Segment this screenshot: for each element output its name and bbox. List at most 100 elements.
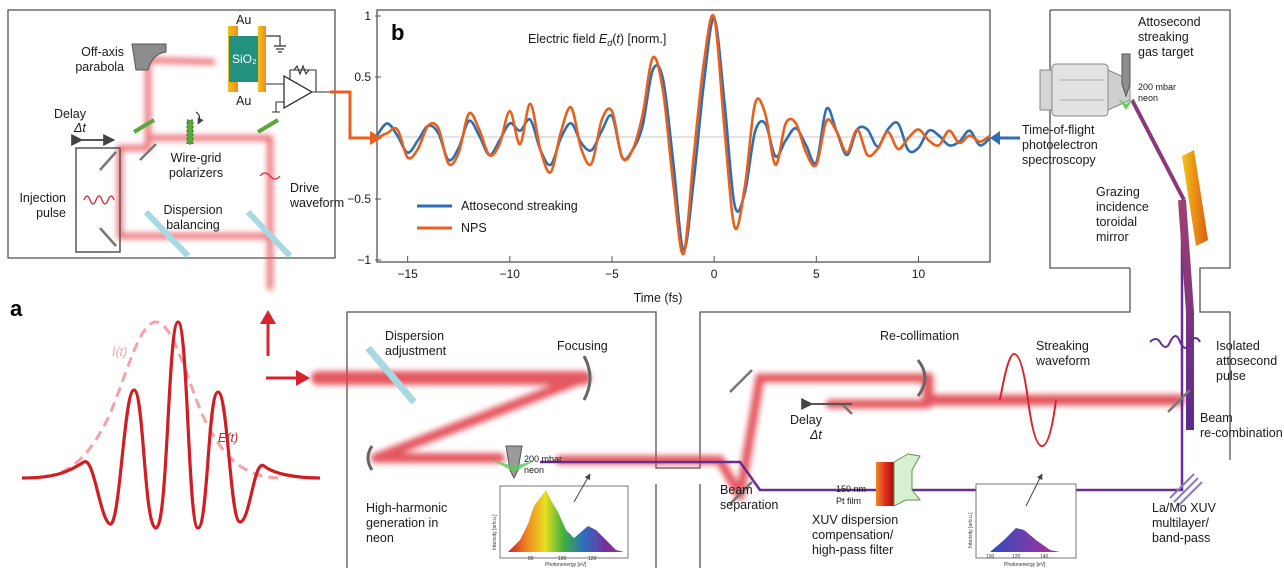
tof-spectrometer	[1039, 63, 1131, 117]
label-delay-2: Delay	[790, 413, 823, 427]
hhg-tick-120: 120	[588, 556, 597, 562]
hhg-spectrum-pointer	[573, 473, 591, 503]
xuv-spectrum-fill	[990, 528, 1060, 552]
label-focusing: Focusing	[557, 339, 608, 353]
series-nps	[376, 13, 991, 256]
off-axis-parabola-mirror	[131, 43, 167, 71]
label-toroidal: Grazing incidence toroidal mirror	[1096, 185, 1149, 244]
hhg-spectrum-xlabel: Photonenergy [eV]	[545, 562, 587, 568]
legend-label-nps: NPS	[461, 221, 487, 235]
transimpedance-amplifier	[283, 74, 314, 110]
label-delay: Delay	[54, 107, 87, 121]
gas-target-nozzle	[1121, 53, 1131, 98]
chart-title: Electric field Ed(t) [norm.]	[528, 32, 666, 48]
feedback-resistor	[293, 64, 310, 76]
tof-arrow-head	[990, 131, 1000, 145]
dielectric-sio2	[229, 36, 262, 82]
label-streaking-waveform: Streaking waveform	[1035, 339, 1090, 368]
label-sio2: SiO₂	[232, 52, 257, 66]
x-tick-label: −10	[500, 267, 521, 281]
hhg-nozzle	[505, 445, 523, 480]
x-tick-label: −5	[605, 267, 619, 281]
dispersion-plate-left	[143, 209, 191, 259]
label-drive-waveform: Drive waveform	[289, 181, 344, 210]
amplifier-wiring	[266, 69, 330, 113]
recollimation-mirror-upper	[729, 369, 753, 393]
label-off-axis-parabola: Off-axis parabola	[75, 45, 124, 74]
beamsplitter-left	[132, 118, 156, 134]
label-beam-separation: Beam separation	[720, 483, 778, 512]
hhg-tick-100: 100	[558, 556, 567, 562]
label-recollimation: Re-collimation	[880, 329, 959, 343]
xuv-tick-140: 140	[1040, 554, 1049, 560]
chart-series	[375, 13, 991, 256]
hhg-return-mirror	[366, 445, 374, 471]
label-dispersion-balancing: Dispersion balancing	[163, 203, 222, 232]
label-target-pressure: 200 mbar neon	[1138, 82, 1176, 103]
beam-separation-mirror	[729, 481, 753, 505]
hhg-plasma	[492, 460, 536, 472]
dispersion-plate-right	[245, 209, 293, 259]
beamline	[311, 53, 1208, 507]
drive-waveform-icon	[259, 172, 281, 180]
recollimation-mirror	[916, 359, 927, 397]
label-au-top: Au	[236, 13, 251, 27]
label-tof: Time-of-flight photoelectron spectroscopy	[1022, 123, 1098, 167]
arrow-right-head	[296, 370, 310, 386]
chart-axes: −15 −10 −5 0 5 10 1 0.5 −0.5 −1	[347, 9, 925, 281]
setup-diagram: Off-axis parabola Au SiO₂ Au Delay Δt Inj…	[19, 13, 344, 290]
electrode-gold-right	[258, 26, 266, 92]
injection-waveform-icon	[83, 195, 115, 205]
recombination-mirror	[1167, 389, 1191, 413]
x-tick-label: 10	[912, 267, 926, 281]
label-isolated-pulse: Isolated attosecond pulse	[1216, 339, 1277, 383]
delay-stage	[75, 147, 121, 253]
field-waveform	[21, 320, 321, 530]
label-injection-pulse: Injection pulse	[19, 191, 66, 220]
y-tick-label: −0.5	[347, 192, 371, 206]
xuv-filter-holder	[893, 453, 922, 507]
hhg-spectrum-ylabel: Intensity [arb.u.]	[492, 514, 498, 550]
pt-film	[876, 462, 894, 506]
wire-grid-polarizer	[186, 119, 194, 145]
xuv-spectrum-inset: Photonenergy [eV] Intensity [arb.u.] 100…	[968, 473, 1077, 568]
label-lamo: La/Mo XUV multilayer/band-pass	[1152, 501, 1217, 545]
panel-label-a: a	[10, 296, 23, 321]
label-gas-target: Attosecond streaking gas target	[1138, 15, 1201, 59]
x-tick-label: 0	[711, 267, 718, 281]
signal-arrow-head	[370, 131, 382, 145]
label-hhg-pressure: 200 mbar neon	[524, 454, 562, 475]
x-tick-label: −15	[397, 267, 418, 281]
label-beam-recombination: Beam re-combination	[1200, 411, 1283, 440]
xuv-tick-120: 120	[1012, 554, 1021, 560]
label-xuv-filter: XUV dispersion compensation/high-pass fil…	[812, 513, 898, 557]
isolated-pulse-icon	[1149, 335, 1201, 349]
setup-box	[7, 9, 336, 259]
mirror-left	[139, 143, 157, 161]
xuv-beam	[540, 200, 1184, 492]
target-interaction-glow	[1118, 98, 1134, 110]
series-attosecond-streaking	[375, 17, 991, 252]
y-tick-label: 1	[364, 9, 371, 23]
legend: Attosecond streaking NPS	[417, 199, 578, 235]
label-wire-grid: Wire-grid polarizers	[169, 151, 223, 180]
signal-arrow	[330, 90, 376, 140]
label-delay-2-symbol: Δt	[809, 428, 822, 442]
arrow-up-head	[260, 310, 276, 324]
label-field: E(t)	[218, 431, 238, 445]
delay-mirror-top	[99, 151, 117, 171]
label-au-bottom: Au	[236, 94, 251, 108]
label-hhg: High-harmonic generation in neon	[366, 501, 447, 545]
y-tick-label: −1	[357, 253, 371, 267]
xuv-tick-100: 100	[986, 554, 995, 560]
toroidal-mirror	[1182, 150, 1208, 246]
xuv-spectrum-pointer	[1025, 473, 1043, 507]
xuv-beam-to-target	[1130, 99, 1186, 201]
hhg-spectrum-inset: Photonenergy [eV] Intensity [arb.u.] 80 …	[492, 473, 629, 568]
xuv-spectrum-xlabel: Photonenergy [eV]	[1004, 562, 1046, 568]
y-tick-label: 0.5	[354, 70, 371, 84]
label-delay-symbol: Δt	[73, 121, 86, 135]
label-intensity: I(t)	[112, 345, 127, 359]
delay-mirror-bottom	[99, 227, 117, 247]
legend-label-attosecond: Attosecond streaking	[461, 199, 578, 213]
